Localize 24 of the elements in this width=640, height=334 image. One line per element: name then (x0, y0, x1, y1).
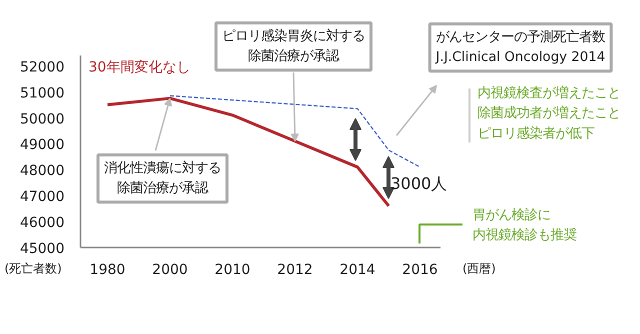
annotation: 3000人 (390, 174, 448, 193)
y-axis-title: (死亡者数) (4, 262, 62, 276)
y-tick-label: 51000 (20, 85, 65, 102)
x-tick-label: 1980 (90, 262, 126, 278)
annotation: ピロリ感染胃炎に対する除菌治療が承認 (222, 28, 365, 64)
x-tick-label: 2014 (340, 262, 376, 278)
x-tick-label: 2000 (152, 262, 188, 278)
x-axis-title: (西暦) (462, 262, 496, 276)
y-tick-label: 46000 (20, 215, 65, 232)
annotation: 消化性潰瘍に対する除菌治療が承認 (104, 160, 221, 196)
y-tick-label: 52000 (20, 59, 65, 76)
y-tick-label: 48000 (20, 163, 65, 180)
x-tick-label: 2012 (277, 262, 313, 278)
x-tick-label: 2016 (402, 262, 438, 278)
annotation: 30年間変化なし (88, 60, 190, 76)
y-tick-label: 45000 (20, 241, 65, 257)
text: 胃がん検診に内視鏡検診も推奨 (472, 208, 576, 244)
y-tick-label: 49000 (20, 137, 65, 154)
text: 内視鏡検査が増えたこと除菌成功者が増えたことピロリ感染者が低下 (478, 84, 620, 142)
line-series (106, 96, 390, 208)
y-tick-label: 50000 (20, 111, 65, 128)
y-tick-label: 47000 (20, 189, 65, 206)
x-tick-label: 2010 (214, 262, 250, 278)
annotation: がんセンターの予測死亡者数 J.J.Clinical Oncology 2014 (434, 28, 606, 66)
